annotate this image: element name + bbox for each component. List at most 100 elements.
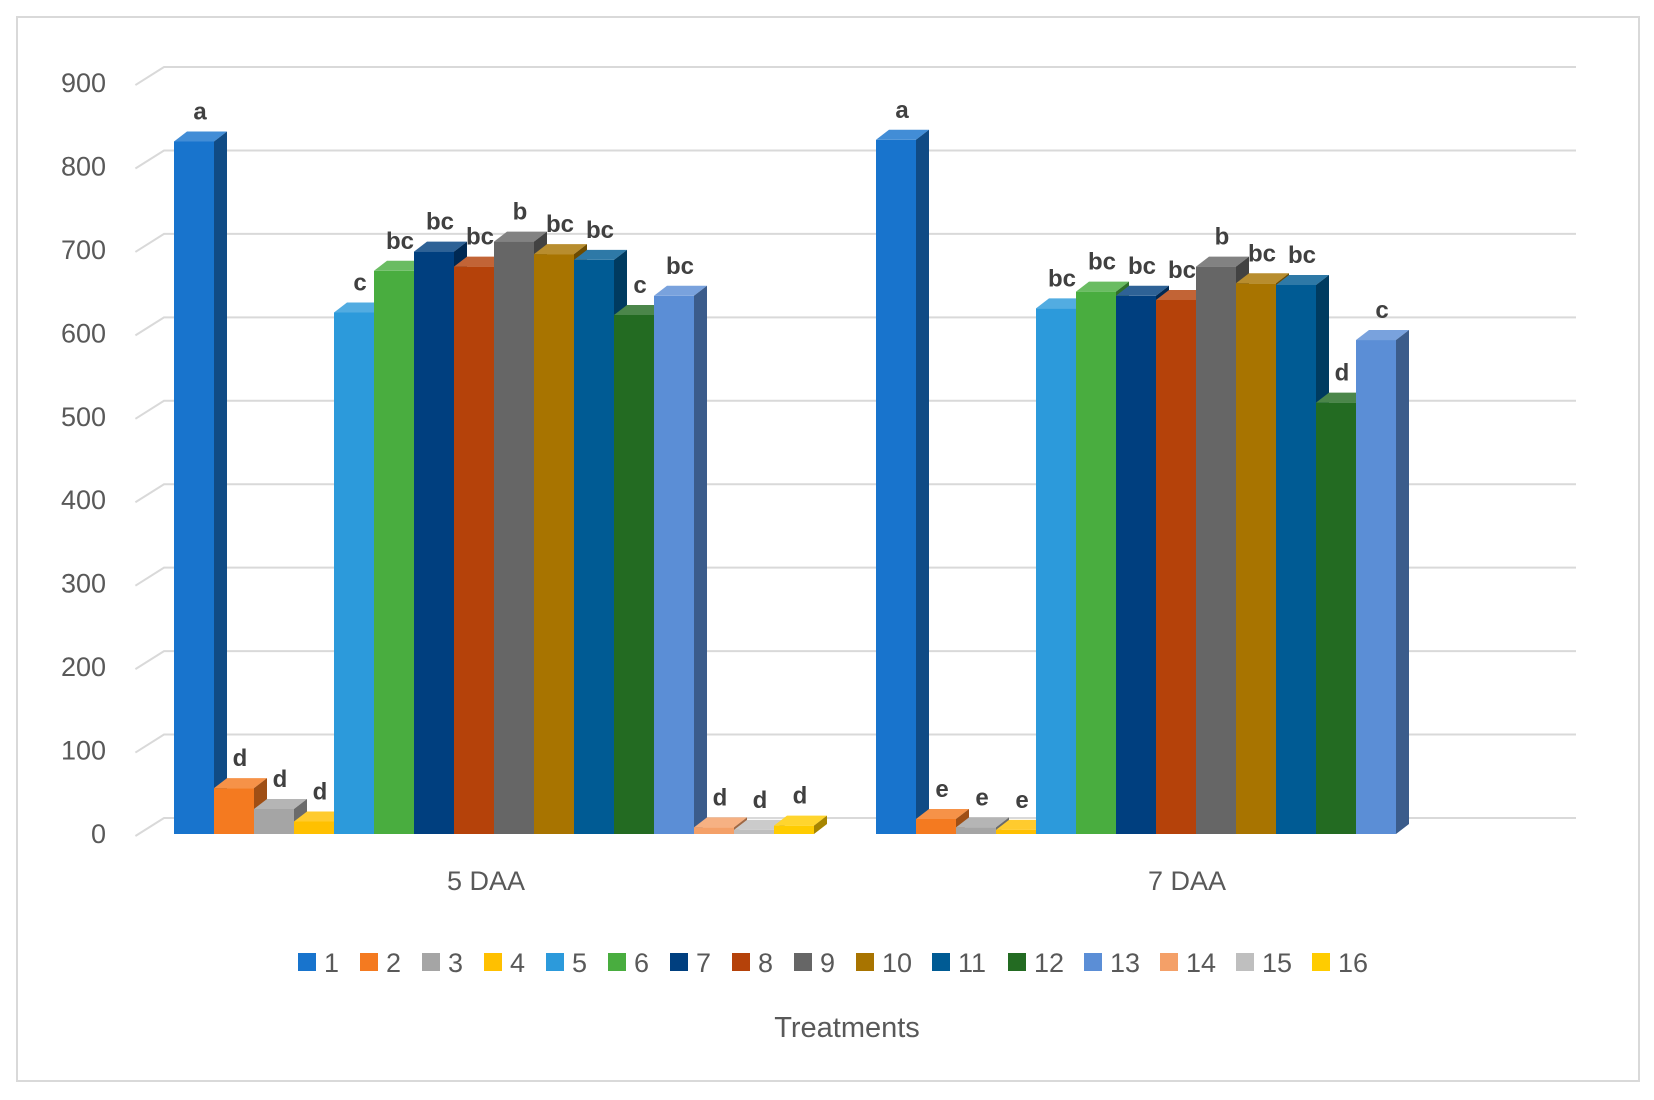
- bar-data-label: bc: [546, 211, 574, 238]
- bar-front: [1076, 291, 1116, 834]
- bar-data-label: bc: [666, 253, 694, 280]
- bar-front: [1316, 402, 1356, 834]
- gridline: [134, 232, 1576, 253]
- legend-label: 1: [324, 948, 339, 978]
- legend-label: 7: [696, 948, 711, 978]
- bar-data-label: c: [1375, 297, 1388, 324]
- legend-swatch: [484, 953, 502, 971]
- bar-top: [414, 241, 467, 252]
- bar-front: [214, 788, 254, 834]
- bar: [916, 808, 969, 834]
- legend-swatch: [1084, 953, 1102, 971]
- bar-top: [574, 249, 627, 260]
- legend-swatch: [932, 953, 950, 971]
- legend-swatch: [670, 953, 688, 971]
- bar-front: [876, 139, 916, 835]
- legend-label: 4: [510, 948, 525, 978]
- bar-front: [294, 821, 334, 834]
- bar-data-label: d: [233, 745, 248, 772]
- bar-top: [956, 817, 1009, 828]
- y-tick-label: 800: [61, 151, 106, 181]
- bar-data-label: bc: [1248, 240, 1276, 267]
- legend-swatch: [1008, 953, 1026, 971]
- bar-front: [1196, 266, 1236, 834]
- bar-front: [534, 254, 574, 835]
- legend-entry: 13: [1084, 948, 1140, 978]
- legend-label: 5: [572, 948, 587, 978]
- bar-data-label: c: [353, 270, 366, 297]
- bar-front: [996, 829, 1036, 834]
- bar-top: [1036, 298, 1089, 309]
- bar-data-label: bc: [1128, 253, 1156, 280]
- bar: [774, 815, 827, 834]
- y-tick-label: 400: [61, 485, 106, 515]
- y-tick-label: 600: [61, 318, 106, 348]
- bar-data-label: bc: [386, 228, 414, 255]
- bar-data-label: c: [633, 272, 646, 299]
- bar-top: [876, 129, 929, 140]
- bar-front: [614, 315, 654, 835]
- legend-entry: 14: [1160, 948, 1216, 978]
- bar-data-label: a: [193, 98, 207, 125]
- x-axis-category-labels: 5 DAA 7 DAA: [447, 866, 1226, 896]
- legend-label: 14: [1186, 948, 1216, 978]
- bar: [1356, 330, 1409, 834]
- legend-entry: 1: [298, 948, 339, 978]
- bar-front: [734, 829, 774, 834]
- bar-data-label: bc: [1088, 249, 1116, 276]
- bar-top: [374, 260, 427, 271]
- legend-swatch: [794, 953, 812, 971]
- bar-data-label: d: [793, 783, 808, 810]
- bar-data-label: bc: [466, 224, 494, 251]
- bar-side: [916, 129, 929, 835]
- bar-data-label: bc: [1288, 242, 1316, 269]
- legend-label: 12: [1034, 948, 1064, 978]
- legend-swatch: [422, 953, 440, 971]
- bar-data-label: e: [975, 784, 988, 811]
- bar-front: [956, 827, 996, 834]
- legend-label: 16: [1338, 948, 1368, 978]
- legend-swatch: [732, 953, 750, 971]
- legend-swatch: [546, 953, 564, 971]
- bar-top: [174, 131, 227, 142]
- legend-swatch: [1236, 953, 1254, 971]
- bar-front: [574, 259, 614, 834]
- legend-entry: 12: [1008, 948, 1064, 978]
- bar-top: [694, 817, 747, 828]
- bar-top: [654, 285, 707, 296]
- bar-front: [454, 266, 494, 834]
- bar-data-label: d: [273, 766, 288, 793]
- bar-data-label: b: [513, 199, 528, 226]
- bar-top: [614, 305, 667, 316]
- bar-side: [694, 285, 707, 834]
- bar-top: [1116, 285, 1169, 296]
- legend-label: 15: [1262, 948, 1292, 978]
- legend-entry: 3: [422, 948, 463, 978]
- bar-front: [654, 295, 694, 834]
- bar-front: [1236, 283, 1276, 834]
- bar: [174, 131, 227, 834]
- bar-top: [774, 815, 827, 826]
- legend-label: 2: [386, 948, 401, 978]
- legend-swatch: [856, 953, 874, 971]
- legend-entry: 6: [608, 948, 649, 978]
- gridline: [134, 66, 1576, 86]
- bar-data-label: bc: [586, 217, 614, 244]
- bar-data-label: b: [1215, 224, 1230, 251]
- legend-entry: 10: [856, 948, 912, 978]
- x-axis-title: Treatments: [774, 1012, 920, 1044]
- legend-swatch: [360, 953, 378, 971]
- y-tick-label: 300: [61, 569, 106, 599]
- bar-front: [1356, 340, 1396, 834]
- legend-label: 13: [1110, 948, 1140, 978]
- bar-top: [1236, 273, 1289, 284]
- bar-data-label: bc: [1048, 265, 1076, 292]
- bar: [654, 285, 707, 834]
- bar-front: [494, 241, 534, 835]
- bar-top: [534, 244, 587, 255]
- bar-side: [814, 815, 827, 834]
- bar-front: [374, 270, 414, 834]
- legend-entry: 16: [1312, 948, 1368, 978]
- bar-top: [494, 231, 547, 242]
- y-tick-label: 900: [61, 68, 106, 98]
